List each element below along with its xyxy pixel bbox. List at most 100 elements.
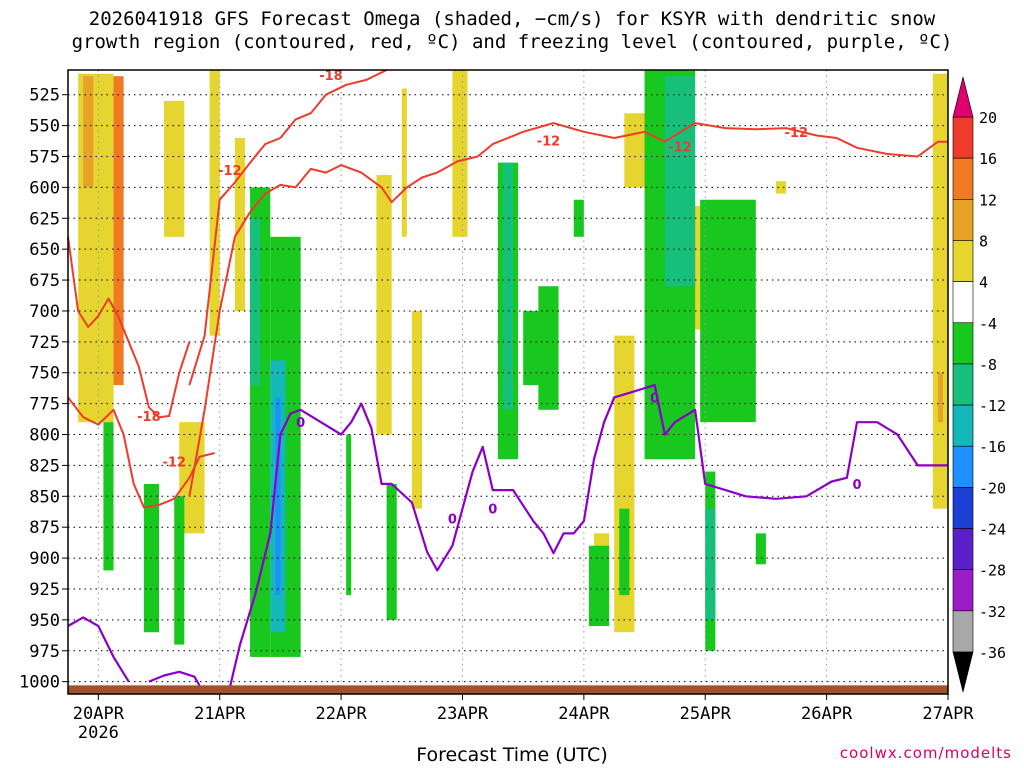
contour-layer: -18 -12 -12 -12 -12 -18 -12 0 0 0 0 0 [67,69,948,689]
colorbar-label: -36 [979,644,1006,662]
colorbar-bin [952,157,974,200]
contour-label: 0 [650,391,659,406]
omega-patch [174,496,185,645]
site-credit[interactable]: coolwx.com/modelts [839,744,1012,762]
omega-patch [346,434,352,596]
colorbar-bin [952,404,974,447]
contour-label: -12 [162,456,186,471]
colorbar-bin [952,199,974,241]
omega-patch [664,76,696,287]
contour-label: -12 [785,126,809,141]
y-tick-label: 950 [29,611,60,631]
omega-patch [776,181,787,194]
gridlines [68,70,949,694]
omega-patch [234,137,246,311]
omega-shading-layer [78,70,948,657]
contour-label: 0 [488,503,497,518]
y-tick-label: 825 [29,456,60,476]
omega-patch [103,422,114,571]
colorbar-bin [952,116,974,159]
contour-label: 0 [852,478,861,493]
omega-patch [573,199,584,237]
chart-title-line-2: growth region (contoured, red, ºC) and f… [71,31,953,53]
colorbar-bin [952,363,974,406]
omega-patch [113,76,124,386]
x-tick-year-label: 2026 [78,723,119,743]
terrain-layer [68,685,948,694]
y-tick-label: 675 [29,271,60,291]
terrain-fill [68,685,948,694]
y-tick-label: 850 [29,487,60,507]
colorbar-label: -16 [979,438,1006,456]
colorbar-label: 4 [979,274,988,292]
colorbar-label: -12 [979,397,1006,415]
omega-patch [937,372,943,423]
colorbar-label: 12 [979,191,997,209]
omega-patch [376,175,392,435]
y-tick-label: 1000 [19,673,60,693]
contour-label: 0 [448,513,457,528]
omega-patch [411,310,423,509]
colorbar-label: -4 [979,315,997,333]
dendritic-contour-line [67,236,191,419]
x-tick-label: 21APR [194,704,246,724]
omega-patch [502,162,514,410]
colorbar-label: -28 [979,562,1006,580]
dendritic-contour-line [67,396,215,509]
y-tick-label: 925 [29,580,60,600]
colorbar-label: 16 [979,150,997,168]
y-tick-label: 700 [29,302,60,322]
colorbar-label: -20 [979,479,1006,497]
plot-frame [67,69,949,695]
freezing-level-contour-line [228,384,948,689]
x-axis-title: Forecast Time (UTC) [416,744,608,766]
omega-patch [538,286,559,410]
omega-patch [164,100,185,237]
x-tick-label: 22APR [316,704,368,724]
contour-label: -18 [319,69,343,84]
omega-patch [401,88,407,237]
colorbar-label: -32 [979,603,1006,621]
chart-title-line-1: 2026041918 GFS Forecast Omega (shaded, −… [88,8,936,30]
x-axis: 20APR 21APR 22APR 23APR 24APR 25APR 26APR 27APR… [73,694,974,743]
y-tick-label: 775 [29,395,60,415]
x-tick-label: 24APR [558,704,610,724]
colorbar-bin [952,281,974,324]
x-tick-label: 20APR [73,704,125,724]
colorbar-top-arrow [952,76,974,118]
y-tick-label: 525 [29,86,60,106]
freezing-level-contour-line [67,616,130,683]
omega-patch [588,545,610,627]
colorbar-label: 8 [979,232,988,250]
contour-label: -12 [537,134,561,149]
y-tick-label: 625 [29,209,60,229]
omega-patch [386,483,397,620]
omega-patch [755,533,766,565]
colorbar-bin [952,240,974,282]
y-tick-label: 900 [29,549,60,569]
colorbar-label: -8 [979,356,997,374]
dendritic-contour-line [188,69,388,386]
omega-patch [932,73,948,509]
y-tick-label: 725 [29,333,60,353]
x-tick-label: 27APR [922,704,974,724]
omega-patch [209,70,220,336]
y-axis: 525 550 575 600 625 650 675 700 725 750 775 800 825 8… [19,86,68,693]
y-tick-label: 875 [29,518,60,538]
y-tick-label: 550 [29,117,60,137]
colorbar-bin [952,487,974,529]
contour-label: -18 [137,410,161,425]
colorbar-label: -24 [979,521,1006,539]
x-tick-label: 25APR [680,704,732,724]
colorbar: 20 16 12 8 4 -4 -8 -12 -16 -20 -24 -28 -32 -36 [952,76,1006,693]
omega-patch [452,70,468,237]
y-tick-label: 800 [29,426,60,446]
colorbar-bottom-arrow [952,651,974,693]
colorbar-bin [952,528,974,570]
contour-label: -12 [218,164,242,179]
freezing-level-contour-line [148,670,201,686]
contour-label: 0 [296,416,305,431]
x-tick-label: 23APR [437,704,489,724]
omega-patch [619,508,630,596]
